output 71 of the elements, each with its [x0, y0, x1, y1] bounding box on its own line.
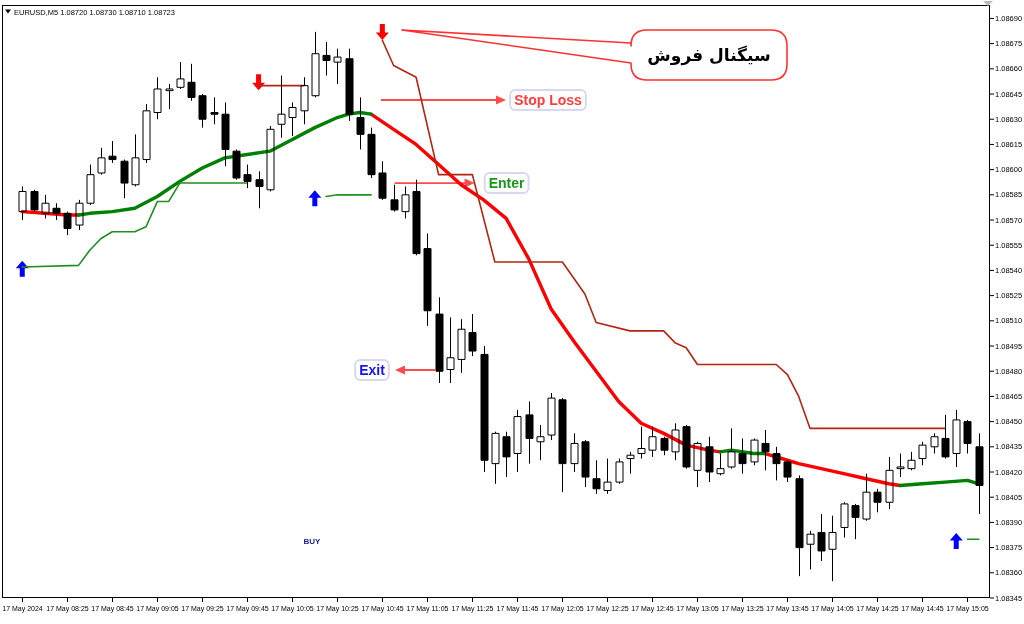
- candlestick: [828, 515, 837, 582]
- candlestick: [896, 453, 905, 478]
- annotation: BUY: [303, 536, 322, 546]
- candlestick: [907, 451, 916, 471]
- candlestick: [63, 211, 72, 236]
- candlestick: [367, 127, 376, 179]
- candlestick: [120, 159, 129, 199]
- candlestick: [333, 48, 342, 85]
- candlestick: [941, 414, 950, 460]
- candlestick: [806, 530, 815, 570]
- candlestick: [581, 439, 590, 488]
- candlestick: [930, 432, 939, 455]
- candlestick: [345, 48, 354, 122]
- candlestick: [356, 96, 365, 150]
- candlestick: [288, 101, 297, 137]
- candlestick: [738, 437, 747, 475]
- candlestick: [525, 400, 534, 465]
- candlestick: [210, 96, 219, 125]
- candlestick: [637, 426, 646, 460]
- candlestick: [795, 474, 804, 577]
- candlestick: [603, 458, 612, 495]
- candlestick: [468, 313, 477, 357]
- candlestick: [221, 101, 230, 167]
- candlestick: [322, 41, 331, 77]
- candlestick: [558, 397, 567, 493]
- candlestick: [626, 451, 635, 475]
- candlestick: [378, 160, 387, 201]
- candlestick: [817, 513, 826, 562]
- candlestick: [480, 345, 489, 473]
- candlestick: [446, 316, 455, 384]
- candlestick: [536, 424, 545, 461]
- candlestick: [176, 61, 185, 90]
- candlestick: [165, 83, 174, 110]
- candlestick: [412, 179, 421, 256]
- candlestick: [390, 184, 399, 213]
- point: [375, 23, 389, 40]
- candlestick: [41, 194, 50, 219]
- candlestick: [783, 459, 792, 483]
- annotation: سیگنال فروش: [647, 45, 771, 66]
- candlestick: [232, 148, 241, 181]
- candlestick: [187, 63, 196, 102]
- candlestick: [435, 296, 444, 384]
- candlestick: [30, 189, 39, 213]
- point: [252, 74, 266, 91]
- candlestick: [963, 419, 972, 455]
- candlestick: [243, 164, 252, 189]
- candlestick: [423, 232, 432, 327]
- candlestick: [761, 429, 770, 471]
- candlestick: [705, 436, 714, 483]
- candlestick: [873, 488, 882, 513]
- annotation: Enter: [488, 175, 526, 192]
- candlestick: [682, 424, 691, 470]
- candlestick: [52, 202, 61, 221]
- candlestick: [727, 427, 736, 470]
- candlestick: [108, 140, 117, 164]
- line-series: [76, 110, 373, 217]
- candlestick: [75, 199, 84, 231]
- candlestick: [975, 432, 984, 515]
- candlestick: [502, 431, 511, 478]
- candlestick: [255, 170, 264, 209]
- candlestick: [660, 436, 669, 456]
- candlestick: [716, 453, 725, 476]
- candlestick: [277, 75, 286, 139]
- point: [308, 190, 322, 207]
- annotation: Stop Loss: [514, 92, 583, 108]
- candlestick: [851, 503, 860, 540]
- point: [949, 532, 963, 549]
- annotation: Exit: [359, 362, 386, 378]
- candlestick: [592, 459, 601, 495]
- candlestick: [772, 446, 781, 481]
- candlestick: [198, 93, 207, 129]
